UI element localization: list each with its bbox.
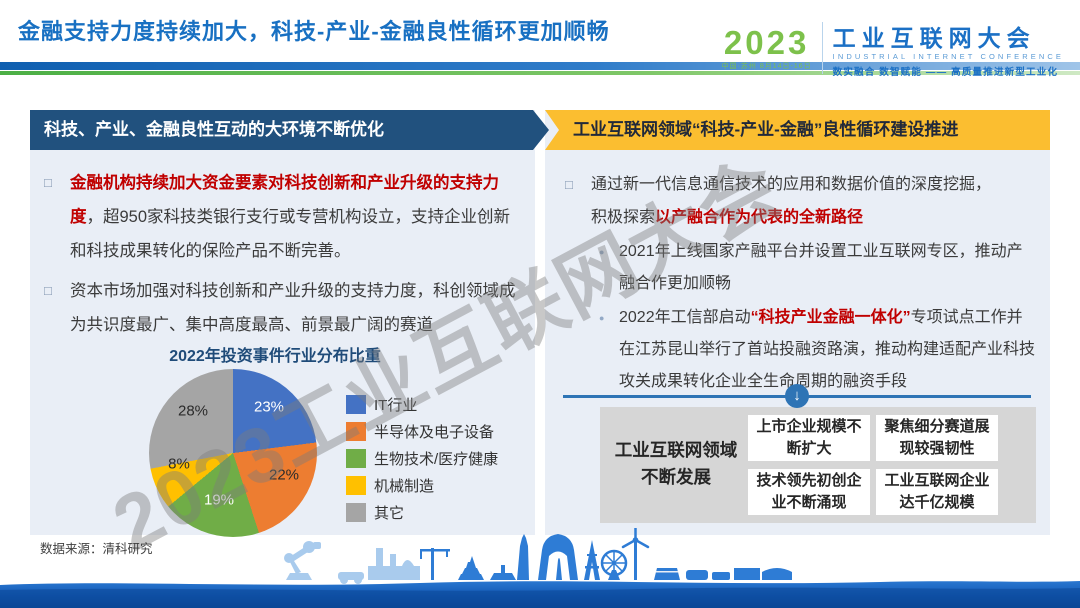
city-skyline-image xyxy=(0,528,1080,608)
title-underline-blue xyxy=(0,62,1080,70)
left-panel: 科技、产业、金融良性互动的大环境不断优化 □ 金融机构持续加大资金要素对科技创新… xyxy=(30,110,535,537)
left-bullet-1: □ 金融机构持续加大资金要素对科技创新和产业升级的支持力度，超950家科技类银行… xyxy=(42,166,524,268)
right-sub-bullet-2-pre: 2022年工信部启动 xyxy=(619,309,751,326)
result-item: 技术领先初创企业不断涌现 xyxy=(748,469,870,515)
pie-legend: IT行业 半导体及电子设备 生物技术/医疗健康 机械制造 其它 xyxy=(346,391,498,526)
legend-swatch-icon xyxy=(346,422,366,441)
result-box: 工业互联网领域不断发展 上市企业规模不断扩大 聚焦细分赛道展现较强韧性 技术领先… xyxy=(600,407,1036,523)
bullet-dot-icon: ● xyxy=(599,247,605,257)
pie-slice-label-it: 23% xyxy=(253,398,285,416)
legend-item: 半导体及电子设备 xyxy=(346,418,498,445)
legend-label: 半导体及电子设备 xyxy=(374,424,495,441)
legend-item: 其它 xyxy=(346,499,498,526)
down-arrow-icon: ↓ xyxy=(785,384,809,408)
logo-name-block: 工业互联网大会 INDUSTRIAL INTERNET CONFERENCE 数… xyxy=(833,18,1064,78)
result-item: 聚焦细分赛道展现较强韧性 xyxy=(876,415,998,461)
bullet-square-icon: □ xyxy=(44,283,52,298)
bullet-square-icon: □ xyxy=(44,175,52,190)
legend-swatch-icon xyxy=(346,449,366,468)
right-panel-header: 工业互联网领域“科技-产业-金融”良性循环建设推进 xyxy=(545,110,1050,150)
right-bullet-1-line1: 通过新一代信息通信技术的应用和数据价值的深度挖掘， xyxy=(591,176,992,193)
left-panel-header: 科技、产业、金融良性互动的大环境不断优化 xyxy=(30,110,549,150)
legend-label: 机械制造 xyxy=(374,478,435,495)
right-bullet-1-text: 通过新一代信息通信技术的应用和数据价值的深度挖掘， 积极探索以产融合作为代表的全新… xyxy=(591,168,1038,234)
page-title: 金融支持力度持续加大，科技-产业-金融良性循环更加顺畅 xyxy=(18,19,610,44)
right-bullet-1-emphasis: 以产融合作为代表的全新路径 xyxy=(655,209,864,226)
left-bullet-1-text: 金融机构持续加大资金要素对科技创新和产业升级的支持力度，超950家科技类银行支行… xyxy=(70,166,524,268)
conference-logo: 2023 中国·苏州 8月14日-16日 工业互联网大会 INDUSTRIAL … xyxy=(722,18,1064,78)
logo-divider xyxy=(821,22,823,74)
legend-label: 其它 xyxy=(374,505,405,522)
right-sub-bullet-2-text: 2022年工信部启动“科技产业金融一体化”专项试点工作并在江苏昆山举行了首站投融… xyxy=(619,302,1037,398)
logo-venue: 中国·苏州 8月14日-16日 xyxy=(721,63,812,70)
left-bullet-1-rest: ，超950家科技类银行支行或专营机构设立，支持企业创新和科技成果转化的保险产品不… xyxy=(70,208,511,260)
pie-chart: 23% 22% 19% 8% 28% xyxy=(149,369,317,537)
logo-name-en: INDUSTRIAL INTERNET CONFERENCE xyxy=(832,52,1064,61)
result-label: 工业互联网领域不断发展 xyxy=(614,440,738,488)
pie-chart-title: 2022年投资事件行业分布比重 xyxy=(169,348,381,365)
legend-label: IT行业 xyxy=(374,397,418,414)
right-sub-bullet-1-text: 2021年上线国家产融平台并设置工业互联网专区，推动产融合作更加顺畅 xyxy=(619,243,1023,292)
legend-item: IT行业 xyxy=(346,391,498,418)
left-bullet-2: □ 资本市场加强对科技创新和产业升级的支持力度，科创领域成为共识度最广、集中高度… xyxy=(42,274,524,342)
right-bullet-1-line2: 积极探索 xyxy=(591,209,656,226)
legend-swatch-icon xyxy=(346,476,366,495)
legend-label: 生物技术/医疗健康 xyxy=(374,451,499,468)
logo-name: 工业互联网大会 xyxy=(832,25,1036,51)
title-underline-green xyxy=(0,71,1080,75)
source-note: 数据来源：清科研究 xyxy=(40,542,153,556)
result-item: 工业互联网企业达千亿规模 xyxy=(876,469,998,515)
right-bullet-1: □ 通过新一代信息通信技术的应用和数据价值的深度挖掘， 积极探索以产融合作为代表的… xyxy=(563,168,1038,234)
pie-slice-label-biotech: 19% xyxy=(203,491,235,509)
logo-year-block: 2023 中国·苏州 8月14日-16日 xyxy=(722,18,812,78)
left-bullet-1-emphasis: 金融机构持续加大资金要素对科技创新和产业升级的支持力度 xyxy=(70,174,499,226)
pie-slice-label-other: 28% xyxy=(177,402,209,420)
legend-swatch-icon xyxy=(346,503,366,522)
pie-slice-label-machinery: 8% xyxy=(168,455,190,473)
logo-year: 2023 xyxy=(723,24,810,61)
logo-slogan: 数实融合 数智赋能 —— 高质量推进新型工业化 xyxy=(832,67,1059,78)
pie-slice-label-semiconductor: 22% xyxy=(268,466,300,484)
legend-swatch-icon xyxy=(346,395,366,414)
legend-item: 机械制造 xyxy=(346,472,498,499)
right-sub-bullet-2-emphasis: “科技产业金融一体化” xyxy=(750,309,911,326)
right-panel: 工业互联网领域“科技-产业-金融”良性循环建设推进 □ 通过新一代信息通信技术的… xyxy=(545,110,1050,535)
bullet-dot-icon: ● xyxy=(599,313,605,323)
right-sub-bullet-2: ● 2022年工信部启动“科技产业金融一体化”专项试点工作并在江苏昆山举行了首站… xyxy=(597,302,1037,398)
left-bullet-2-text: 资本市场加强对科技创新和产业升级的支持力度，科创领域成为共识度最广、集中高度最高… xyxy=(70,282,516,334)
right-sub-bullet-1: ● 2021年上线国家产融平台并设置工业互联网专区，推动产融合作更加顺畅 xyxy=(597,236,1037,300)
right-sub-bullet-2-post: 专项试点工作并在江苏昆山举行了首站投融资路演，推动构建适配产业科技攻关成果转化企… xyxy=(619,309,1036,390)
legend-item: 生物技术/医疗健康 xyxy=(346,445,498,472)
result-item: 上市企业规模不断扩大 xyxy=(748,415,870,461)
bullet-square-icon: □ xyxy=(565,177,573,192)
